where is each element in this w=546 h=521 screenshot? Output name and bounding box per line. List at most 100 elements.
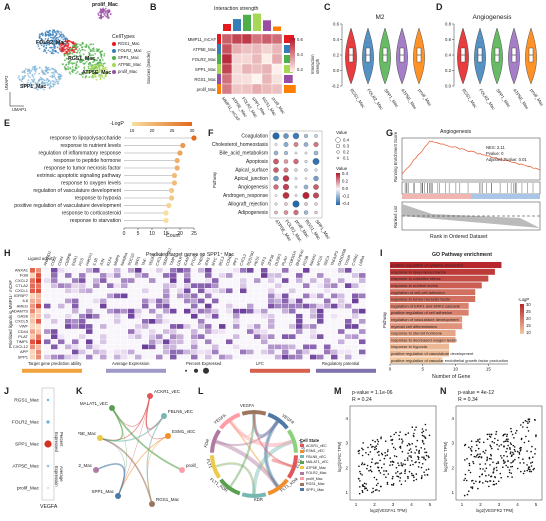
nichenet-cell xyxy=(282,339,289,345)
ligand-label: CD44 xyxy=(18,329,29,334)
panel-a-umap: UMAP1 UMAP2 prolif_Mac FOLR2_Mac RGS1_Ma… xyxy=(4,2,146,114)
scatter-point xyxy=(493,469,495,471)
scatter-point xyxy=(367,453,370,456)
scatter-point xyxy=(379,459,381,462)
umap-point xyxy=(99,74,102,76)
nichenet-cell xyxy=(163,293,170,299)
nichenet-cell xyxy=(163,349,170,355)
dotplot-dot xyxy=(294,151,298,155)
nichenet-cell xyxy=(93,339,100,345)
chord-legend-item: RGS1_Mac xyxy=(300,482,329,488)
scatter-point xyxy=(535,435,537,438)
nichenet-cell xyxy=(86,298,93,304)
nichenet-cell xyxy=(268,308,275,314)
nichenet-cell xyxy=(359,319,366,324)
nichenet-cell xyxy=(310,308,317,314)
nichenet-cell xyxy=(254,268,261,273)
scatter-point xyxy=(502,434,505,436)
scatter-point xyxy=(402,463,404,465)
nichenet-cell xyxy=(303,283,310,288)
nichenet-cell xyxy=(135,273,142,278)
vegfa-row-label: ATP5E_Mac xyxy=(12,464,39,470)
nichenet-cell xyxy=(149,288,156,294)
nichenet-cell xyxy=(198,349,205,355)
dotplot-color-tick: 0.4 xyxy=(342,171,349,176)
side-bar xyxy=(284,75,293,83)
dotplot-dot xyxy=(303,184,309,190)
umap-point xyxy=(104,14,106,17)
nichenet-cell xyxy=(359,329,366,334)
scatter-point xyxy=(423,442,425,445)
scatter-point xyxy=(395,431,397,434)
scatter-point xyxy=(427,455,430,457)
scatter-point xyxy=(522,458,524,460)
umap-point xyxy=(77,49,79,52)
nichenet-cell xyxy=(100,278,107,283)
umap-point xyxy=(47,49,50,52)
umap-point xyxy=(79,57,82,59)
heatmap-cell xyxy=(271,53,283,65)
target-label: TXNIP xyxy=(344,254,352,266)
nichenet-cell xyxy=(156,273,163,278)
scatter-point xyxy=(526,426,528,429)
target-label: NFKBIA xyxy=(120,252,129,267)
scatter-point xyxy=(371,491,373,494)
violin-tick-label: 0.0 xyxy=(333,68,340,73)
cluster-label-spp1: SPP1_Mac xyxy=(20,84,47,90)
nichenet-cell xyxy=(198,268,205,273)
nichenet-cell xyxy=(121,293,128,299)
scatter-point xyxy=(424,423,427,426)
scatter-point xyxy=(404,469,407,471)
scatter-point xyxy=(370,470,373,473)
umap-point xyxy=(29,72,31,75)
scatter-point xyxy=(404,472,406,475)
umap-point xyxy=(76,60,79,63)
nichenet-cell xyxy=(338,319,345,324)
nichenet-cell xyxy=(296,319,303,324)
scatter-point xyxy=(394,448,397,450)
chord-segment xyxy=(267,478,289,496)
dotplot-dot xyxy=(303,133,309,139)
panel-label-h: H xyxy=(4,248,11,258)
nichenet-cell xyxy=(275,344,282,350)
umap-point xyxy=(80,61,83,64)
umap-point xyxy=(49,36,52,39)
network-edge xyxy=(147,435,169,505)
network-node xyxy=(165,433,171,439)
nichenet-cell xyxy=(177,339,184,345)
nichenet-cell xyxy=(72,324,79,329)
scatter-point xyxy=(424,437,427,439)
nichenet-cell xyxy=(93,308,100,314)
nichenet-cell xyxy=(317,354,324,360)
ligand-activity-cell xyxy=(36,349,41,355)
nichenet-cell xyxy=(93,303,100,309)
nichenet-cell xyxy=(72,313,79,319)
nichenet-cell xyxy=(324,283,331,288)
heatmap-colorbar xyxy=(290,38,295,72)
nichenet-cell xyxy=(247,283,254,288)
scatter-point xyxy=(417,455,419,458)
target-label: IRF1 xyxy=(232,257,239,266)
vegfa-dot xyxy=(46,464,50,468)
scatter-point xyxy=(423,457,425,460)
scatter-point xyxy=(512,453,515,455)
violin-c-title: M2 xyxy=(375,14,385,21)
umap-point xyxy=(104,72,107,74)
nichenet-cell xyxy=(107,298,114,304)
nichenet-cell xyxy=(58,303,65,309)
nichenet-cell xyxy=(233,324,240,329)
heatmap-row-label: prolif_Mac xyxy=(196,87,216,92)
nichenet-cell xyxy=(212,313,219,319)
umap-point xyxy=(44,50,47,52)
gsea-rank-bar xyxy=(471,194,540,199)
umap-point xyxy=(100,74,103,77)
scatter-point xyxy=(393,455,396,457)
panel-label-f: F xyxy=(208,128,214,138)
nichenet-cell xyxy=(226,303,233,309)
nichenet-cell xyxy=(149,273,156,278)
umap-point xyxy=(88,46,90,49)
scatter-point xyxy=(491,447,493,450)
scatter-point xyxy=(507,438,509,440)
nichenet-cell xyxy=(212,293,219,299)
scatter-point xyxy=(363,482,366,485)
